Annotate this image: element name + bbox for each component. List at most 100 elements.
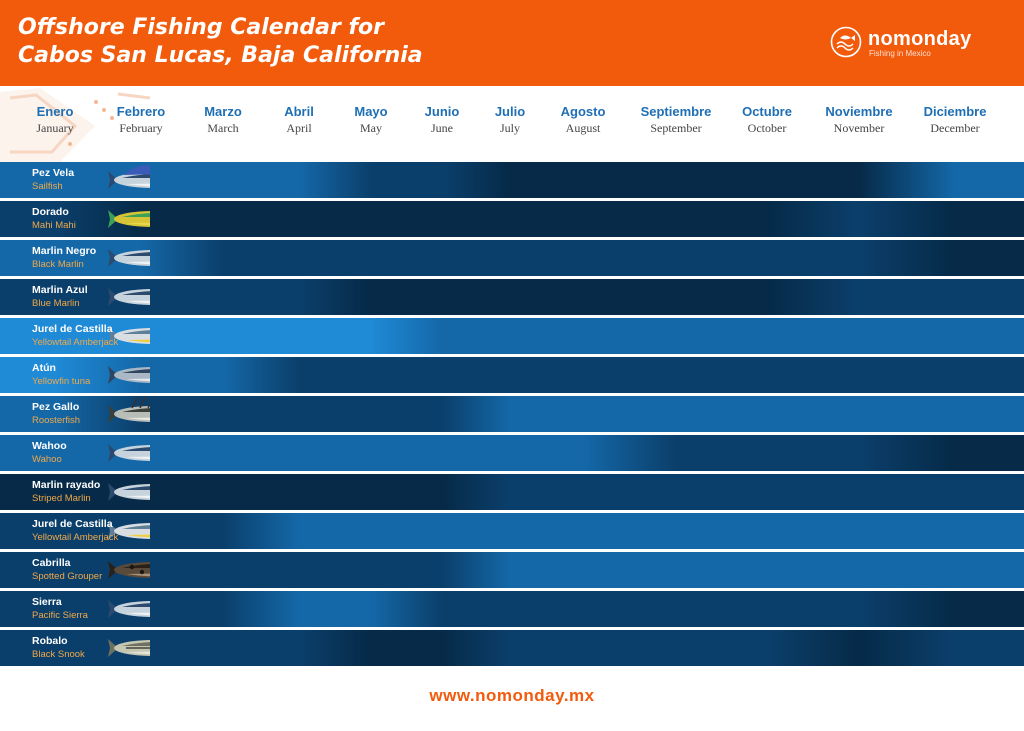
spotted-grouper-icon [108,561,150,579]
month-label: Abril April [249,104,349,136]
brand-tagline: Fishing in Mexico [869,49,931,58]
month-label-es: Mayo [354,104,388,119]
species-row: Jurel de Castilla Yellowtail Amberjack [0,513,1024,549]
species-name-en: Spotted Grouper [32,571,103,582]
month-label-es: Agosto [560,104,606,119]
yellowfin-tuna-icon [108,366,150,384]
season-band [0,435,1024,471]
species-label: Pez Gallo Roosterfish [32,400,80,427]
header-banner: Offshore Fishing Calendar for Cabos San … [0,0,1024,86]
page-title: Offshore Fishing Calendar for Cabos San … [18,14,423,70]
species-label: Sierra Pacific Sierra [32,595,88,622]
month-label-en: March [207,121,239,135]
species-name-es: Pez Vela [32,167,75,179]
species-name-es: Marlin Azul [32,284,88,296]
season-band [0,318,1024,354]
decorative-pattern [0,88,151,162]
species-row: Pez Gallo Roosterfish [0,396,1024,432]
month-label-en: September [650,121,702,135]
species-label: Robalo Black Snook [32,634,85,661]
month-label-es: Enero [36,104,74,119]
month-label-en: December [930,121,980,135]
species-label: Jurel de Castilla Yellowtail Amberjack [32,322,118,349]
month-label-es: Octubre [742,104,792,119]
month-label: Junio June [392,104,492,136]
species-row: Marlin Azul Blue Marlin [0,279,1024,315]
species-label: Wahoo Wahoo [32,439,67,466]
species-label: Pez Vela Sailfish [32,166,74,193]
brand-logo[interactable]: nomonday Fishing in Mexico [830,26,990,62]
pacific-sierra-icon [108,600,150,618]
yellowtail-icon [108,327,150,345]
month-label: Febrero February [91,104,191,136]
black-snook-icon [108,639,150,657]
species-name-es: Marlin Negro [32,245,97,257]
species-name-es: Pez Gallo [32,401,80,413]
month-label-es: Diciembre [923,104,987,119]
month-label-es: Noviembre [825,104,893,119]
species-name-en: Sailfish [32,181,63,192]
month-label: Mayo May [321,104,421,136]
species-name-es: Cabrilla [32,557,71,569]
month-label-en: January [36,121,74,135]
species-name-es: Dorado [32,206,69,218]
species-name-es: Robalo [32,635,68,647]
species-label: Marlin rayado Striped Marlin [32,478,100,505]
brand-name: nomonday [868,28,972,50]
species-row: Cabrilla Spotted Grouper [0,552,1024,588]
species-name-en: Black Snook [32,649,85,660]
month-label-en: August [565,121,601,135]
month-label-es: Febrero [116,104,166,119]
month-label-es: Abril [284,104,314,119]
species-name-es: Atún [32,362,56,374]
species-row: Jurel de Castilla Yellowtail Amberjack [0,318,1024,354]
month-label: Noviembre November [809,104,909,136]
month-label-en: June [431,121,453,135]
yellowtail-icon [108,522,150,540]
mahi-mahi-icon [108,210,150,228]
species-name-en: Yellowtail Amberjack [32,532,119,543]
blue-marlin-icon [108,288,150,306]
season-band [0,630,1024,666]
species-row: Atún Yellowfin tuna [0,357,1024,393]
title-line-1: Offshore Fishing Calendar for [18,15,385,40]
species-row: Pez Vela Sailfish [0,162,1024,198]
species-name-en: Mahi Mahi [32,220,76,231]
species-name-en: Roosterfish [32,415,81,426]
month-label-en: April [286,121,312,135]
title-line-2: Cabos San Lucas, Baja California [18,43,423,68]
month-header: Enero January Febrero February Marzo March Abr… [0,86,1024,162]
species-name-en: Black Marlin [32,259,84,270]
species-row: Sierra Pacific Sierra [0,591,1024,627]
month-label: Marzo March [173,104,273,136]
striped-marlin-icon [108,483,150,501]
month-label-en: October [747,121,787,135]
season-band [0,240,1024,276]
species-row: Wahoo Wahoo [0,435,1024,471]
season-band [0,279,1024,315]
sailfish-icon [108,165,150,189]
season-band [0,474,1024,510]
species-name-es: Sierra [32,596,62,608]
species-name-en: Yellowfin tuna [32,376,91,387]
month-label: Julio July [460,104,560,136]
month-label-es: Septiembre [640,104,712,119]
month-label-en: February [119,121,163,135]
species-name-es: Marlin rayado [32,479,101,491]
species-label: Jurel de Castilla Yellowtail Amberjack [32,517,118,544]
species-name-es: Jurel de Castilla [32,323,113,335]
month-label: Octubre October [717,104,817,136]
species-label: Marlin Negro Black Marlin [32,244,96,271]
month-label: Diciembre December [905,104,1005,136]
season-band [0,591,1024,627]
month-label-es: Julio [494,104,526,119]
website-link[interactable]: www.nomonday.mx [429,686,595,705]
species-name-es: Wahoo [32,440,67,452]
month-label-en: May [360,121,382,135]
species-name-en: Wahoo [32,454,62,465]
season-band [0,513,1024,549]
season-band [0,552,1024,588]
month-label: Enero January [5,104,105,136]
species-name-es: Jurel de Castilla [32,518,113,530]
season-band [0,396,1024,432]
